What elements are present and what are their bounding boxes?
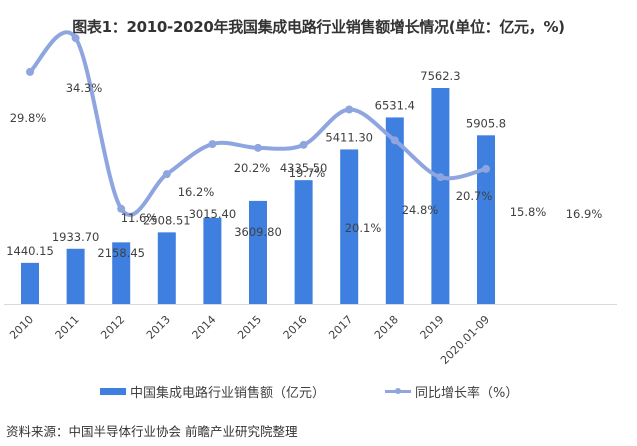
x-tick-label: 2013 [144,313,173,342]
legend-item-sales[interactable]: 中国集成电路行业销售额（亿元） [100,382,325,401]
growth-point-2013 [162,170,171,179]
growth-point-2019 [436,173,445,182]
growth-value-label: 20.2% [234,161,271,175]
bar-2012 [112,242,131,304]
x-tick-label: 2011 [53,313,82,342]
x-tick-label: 2016 [281,313,310,342]
x-tick-label: 2019 [418,313,447,342]
growth-value-label: 15.8% [510,205,547,219]
growth-line-layer [26,30,490,217]
growth-value-label: 20.7% [456,189,493,203]
growth-point-2011 [71,34,80,43]
bar-2011 [66,248,85,304]
bar-2018 [385,117,404,304]
growth-value-label: 16.9% [566,207,603,221]
growth-value-label: 34.3% [66,81,103,95]
legend-label-growth: 同比增长率（%） [415,386,519,401]
source-note: 资料来源：中国半导体行业协会 前瞻产业研究院整理 [6,424,298,439]
growth-value-label: 16.2% [178,185,215,199]
growth-value-label: 20.1% [345,221,382,235]
bar-value-label: 3015.40 [189,207,237,221]
bar-2015 [249,200,267,304]
bar-value-label: 2508.51 [143,213,191,227]
growth-point-2015 [254,143,262,152]
x-tick-label: 2010 [7,313,36,342]
bar-2020.01-09 [477,135,495,304]
growth-point-2012 [117,204,126,213]
growth-point-2016 [299,140,308,149]
bar-2019 [431,88,450,304]
x-tick-label: 2020.01-09 [438,313,492,367]
growth-point-2018 [390,136,399,145]
bar-2014 [203,217,222,304]
x-tick-label: 2012 [98,313,127,342]
growth-value-label: 19.7% [289,166,326,180]
x-tick-label: 2014 [190,313,219,342]
chart-title: 图表1：2010-2020年我国集成电路行业销售额增长情况(单位：亿元，%) [72,18,565,36]
legend-item-growth[interactable]: 同比增长率（%） [385,382,518,401]
growth-value-label: 24.8% [402,203,439,217]
x-tick-label: 2017 [326,313,355,342]
bar-2016 [294,180,313,304]
bar-value-label: 5905.8 [466,116,506,130]
legend-line-swatch-icon [385,388,411,394]
bars-layer [21,88,495,304]
x-tick-labels-layer: 2010 2011 2012 2013 2014 2015 2016 2017 2018 2019… [7,313,492,367]
bar-value-label: 5411.30 [325,130,373,144]
bar-value-label: 7562.3 [420,69,460,83]
growth-line [28,30,488,217]
growth-point-2020.01-09 [482,164,490,173]
x-tick-label: 2018 [372,313,401,342]
bar-value-label: 6531.4 [375,98,415,112]
bar-value-label: 4335.50 [280,161,328,175]
bar-2017 [340,149,359,304]
bar-2013 [157,232,176,304]
bar-value-label: 1933.70 [52,230,100,244]
bar-value-label: 2158.45 [97,246,145,260]
bar-2010 [21,262,39,304]
growth-point-2014 [208,140,217,149]
growth-value-label: 11.6% [121,211,158,225]
bar-value-label: 1440.15 [6,244,54,258]
growth-point-2017 [345,105,354,114]
growth-value-label: 29.8% [10,111,47,125]
x-tick-label: 2015 [235,313,264,342]
growth-point-2010 [26,67,34,76]
legend-label-sales: 中国集成电路行业销售额（亿元） [130,386,326,401]
bar-value-label: 3609.80 [234,225,282,239]
legend-bar-swatch-icon [100,388,126,395]
